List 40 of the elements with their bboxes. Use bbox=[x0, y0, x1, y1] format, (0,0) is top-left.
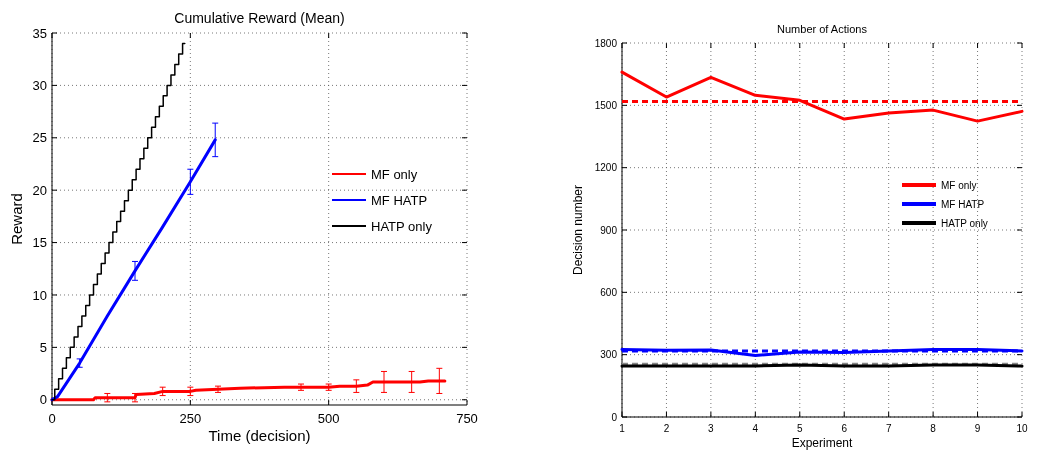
legend-label: HATP only bbox=[941, 217, 988, 229]
chart-title: Number of Actions bbox=[777, 23, 868, 35]
y-tick-label: 20 bbox=[32, 182, 47, 198]
x-tick-label: 1 bbox=[619, 423, 626, 434]
y-tick-label: 1500 bbox=[594, 99, 618, 111]
x-tick-label: 8 bbox=[930, 423, 937, 434]
y-tick-label: 300 bbox=[600, 349, 618, 361]
y-tick-label: 10 bbox=[32, 287, 47, 303]
legend-label: MF HATP bbox=[941, 198, 985, 210]
y-tick-label: 5 bbox=[39, 339, 47, 355]
x-tick-label: 250 bbox=[179, 411, 202, 426]
x-tick-label: 6 bbox=[841, 423, 848, 434]
x-tick-label: 4 bbox=[752, 423, 759, 434]
x-tick-label: 7 bbox=[885, 423, 892, 434]
legend-label: HATP only bbox=[371, 218, 433, 234]
x-axis-title: Time (decision) bbox=[208, 427, 311, 444]
legend-label: MF only bbox=[941, 179, 977, 191]
x-tick-label: 750 bbox=[456, 411, 478, 426]
x-tick-label: 500 bbox=[317, 411, 340, 426]
x-tick-label: 2 bbox=[663, 423, 670, 434]
y-tick-label: 25 bbox=[32, 130, 47, 146]
x-tick-label: 3 bbox=[708, 423, 715, 434]
y-axis-title: Reward bbox=[8, 193, 25, 245]
y-tick-label: 900 bbox=[600, 224, 618, 236]
x-tick-label: 9 bbox=[974, 423, 981, 434]
legend-label: MF HATP bbox=[371, 192, 428, 208]
y-tick-label: 30 bbox=[32, 77, 47, 93]
line-series bbox=[620, 70, 1024, 123]
x-axis-title: Experiment bbox=[791, 436, 854, 450]
y-axis-title: Decision number bbox=[571, 184, 585, 276]
x-tick-label: 5 bbox=[797, 423, 803, 434]
y-tick-label: 600 bbox=[600, 286, 618, 298]
y-tick-label: 15 bbox=[32, 235, 47, 251]
chart-title: Cumulative Reward (Mean) bbox=[174, 10, 345, 26]
legend-label: MF only bbox=[371, 166, 418, 182]
y-tick-label: 0 bbox=[39, 392, 47, 408]
x-tick-label: 10 bbox=[1016, 423, 1028, 434]
y-tick-label: 1800 bbox=[594, 37, 618, 49]
y-tick-label: 35 bbox=[32, 25, 47, 41]
y-tick-label: 1200 bbox=[594, 162, 618, 174]
